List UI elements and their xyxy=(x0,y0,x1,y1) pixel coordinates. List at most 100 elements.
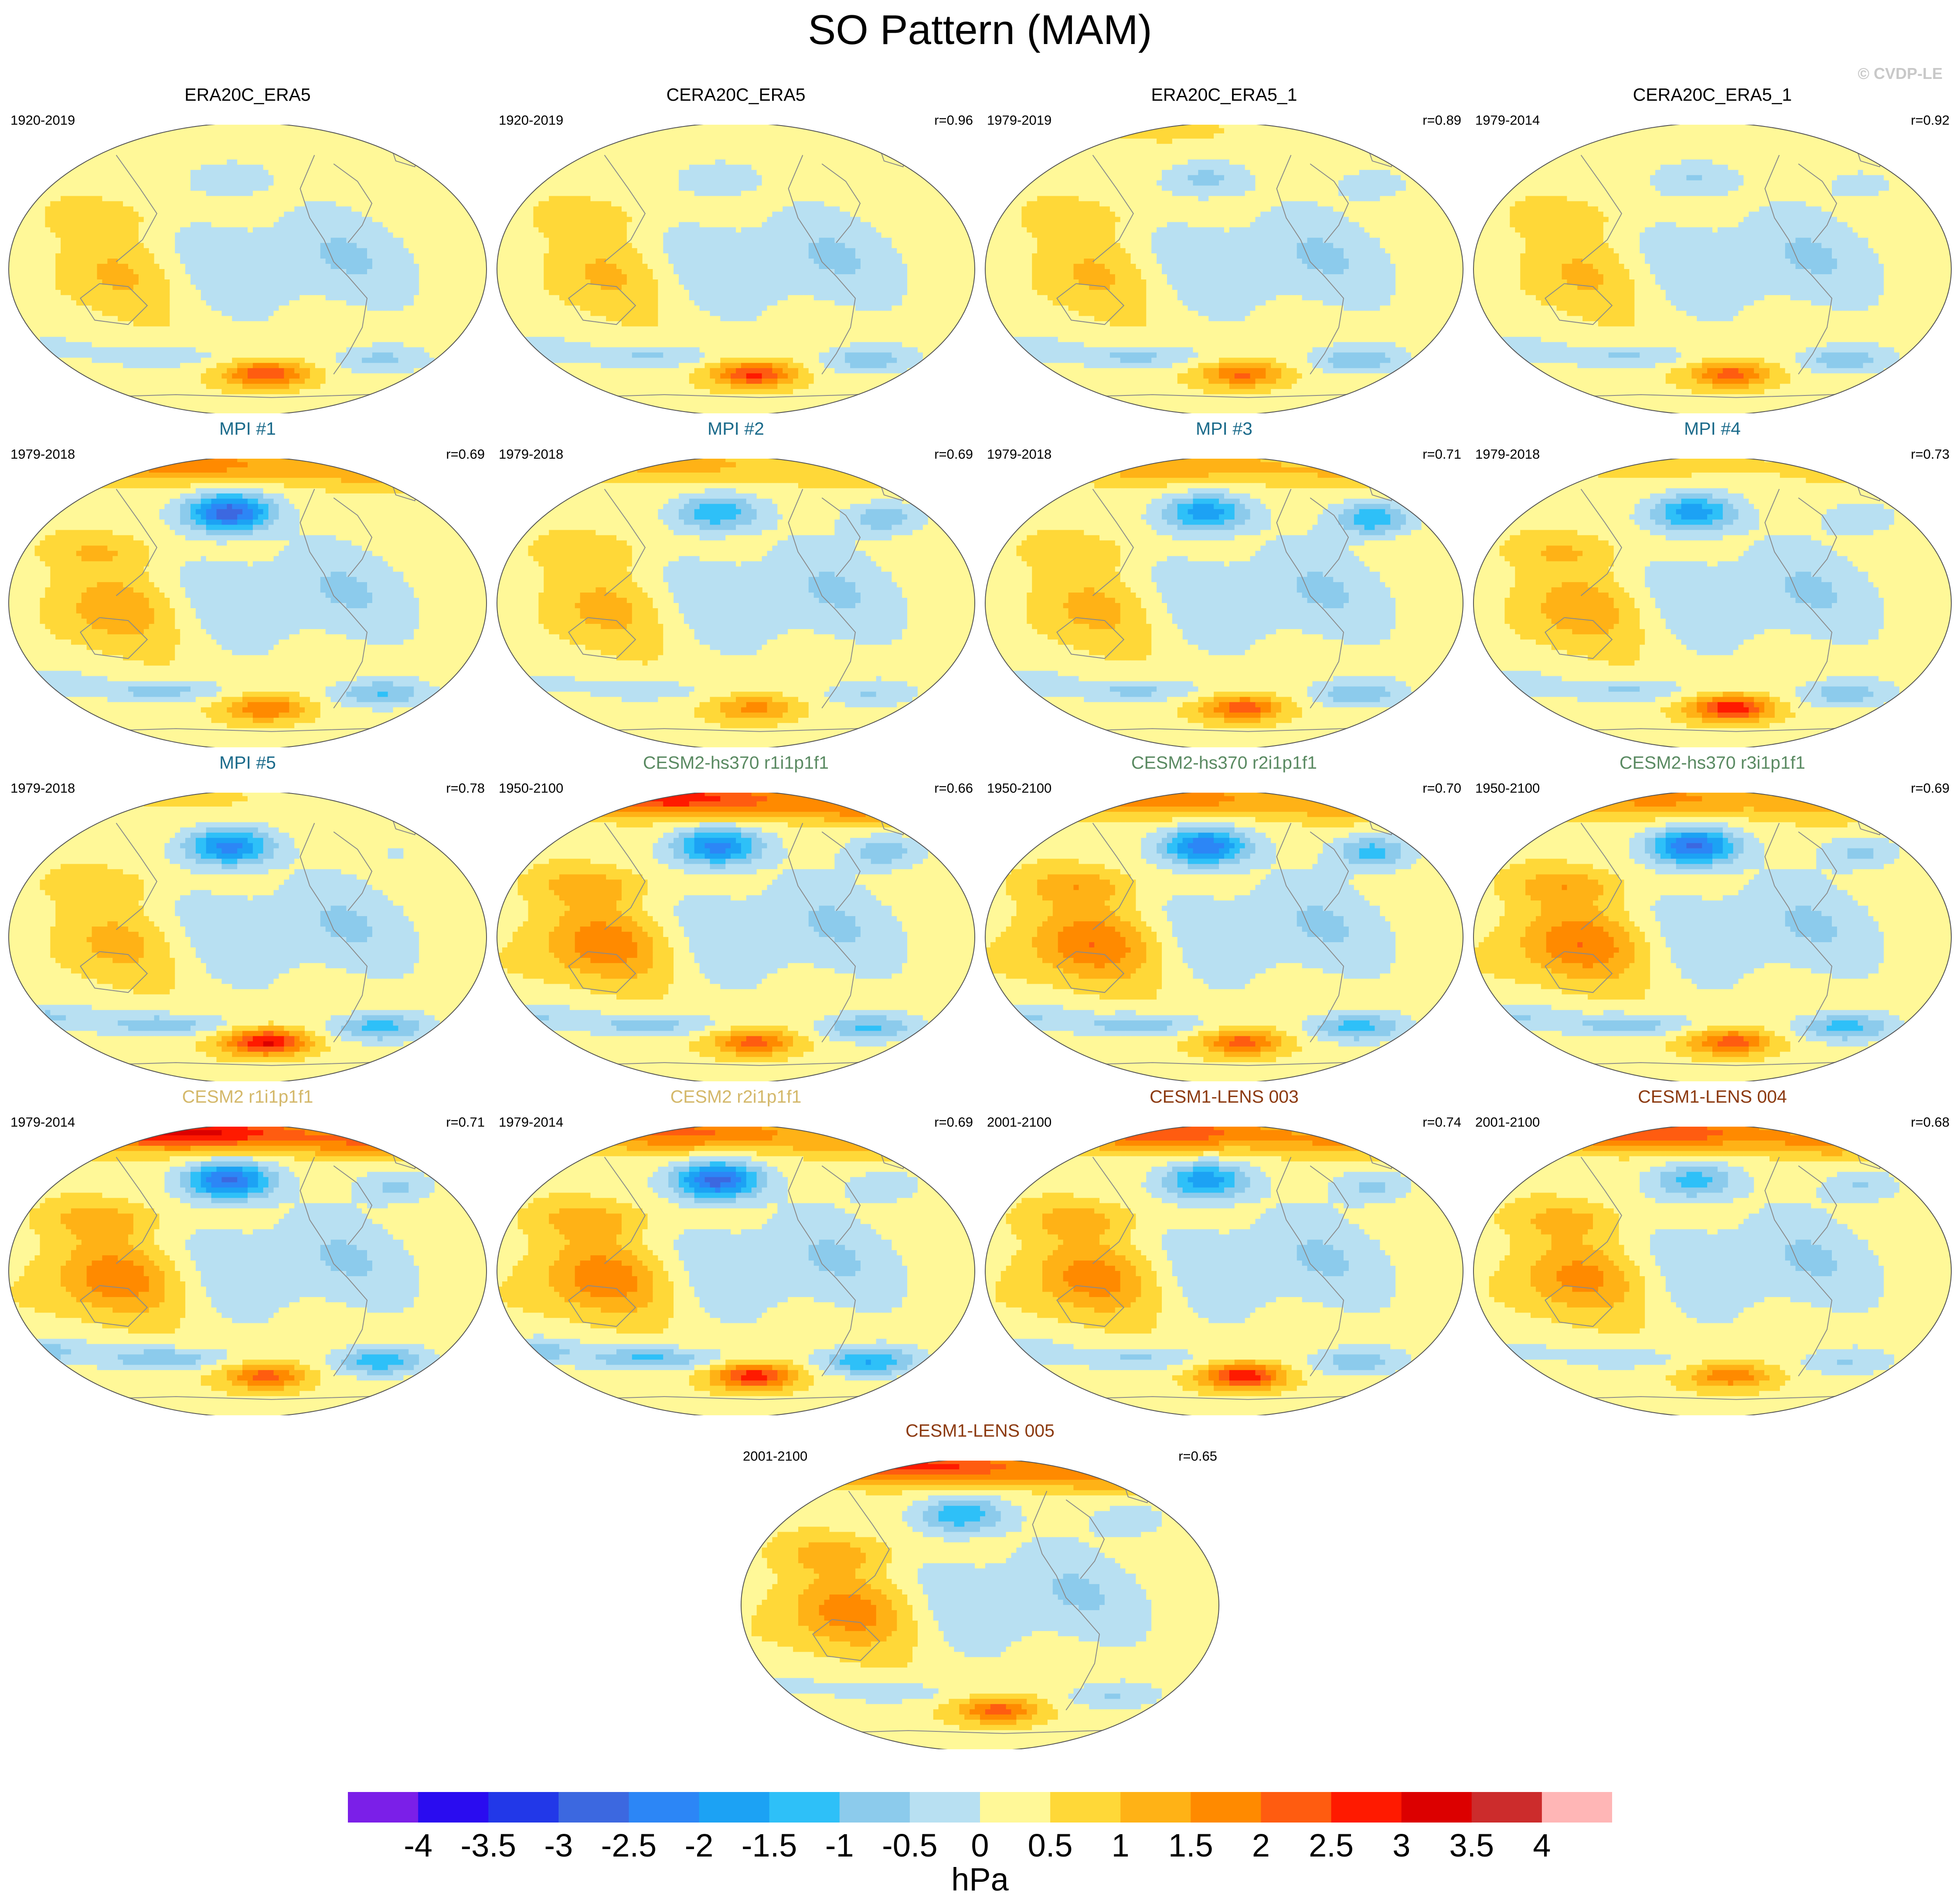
anomaly-field xyxy=(985,793,1463,1081)
map-panel: MPI #4 1979-2018 r=0.73 xyxy=(1468,416,1957,747)
panel-title: MPI #1 xyxy=(3,419,492,439)
colorbar-tick-label: -2.5 xyxy=(601,1827,657,1864)
anomaly-field xyxy=(1473,125,1952,413)
anomaly-field xyxy=(9,793,487,1081)
map-panel: CESM2-hs370 r1i1p1f1 1950-2100 r=0.66 xyxy=(492,750,980,1081)
panel-title: CESM2 r2i1p1f1 xyxy=(492,1087,980,1107)
colorbar-swatch xyxy=(1120,1792,1191,1823)
panel-title: CESM2 r1i1p1f1 xyxy=(3,1087,492,1107)
colorbar-tick-label: -3.5 xyxy=(460,1827,516,1864)
panel-title: MPI #3 xyxy=(980,419,1468,439)
anomaly-field xyxy=(1473,793,1952,1081)
anomaly-field xyxy=(741,1461,1219,1749)
colorbar-tick-label: 2.5 xyxy=(1309,1827,1354,1864)
colorbar-tick-label: 2 xyxy=(1252,1827,1270,1864)
map-plot xyxy=(492,1127,980,1415)
map-plot xyxy=(980,793,1468,1081)
map-panel: CESM2 r2i1p1f1 1979-2014 r=0.69 xyxy=(492,1084,980,1415)
colorbar-swatch xyxy=(1542,1792,1612,1823)
map-plot xyxy=(492,459,980,747)
map-plot xyxy=(1468,1127,1957,1415)
anomaly-field xyxy=(1473,459,1952,747)
colorbar-swatch xyxy=(488,1792,559,1823)
panel-title: MPI #2 xyxy=(492,419,980,439)
anomaly-field xyxy=(497,1127,975,1415)
colorbar-swatch xyxy=(699,1792,770,1823)
colorbar-tick-label: -1.5 xyxy=(742,1827,797,1864)
colorbar-swatch xyxy=(1261,1792,1331,1823)
map-panel: CERA20C_ERA5_1 1979-2014 r=0.92 xyxy=(1468,82,1957,413)
colorbar-swatch xyxy=(980,1792,1051,1823)
map-panel: MPI #5 1979-2018 r=0.78 xyxy=(3,750,492,1081)
map-panel: CERA20C_ERA5 1920-2019 r=0.96 xyxy=(492,82,980,413)
map-plot xyxy=(3,1127,492,1415)
map-panel: MPI #2 1979-2018 r=0.69 xyxy=(492,416,980,747)
colorbar xyxy=(348,1792,1612,1823)
map-panel: CESM2 r1i1p1f1 1979-2014 r=0.71 xyxy=(3,1084,492,1415)
anomaly-field xyxy=(497,459,975,747)
map-panel: MPI #1 1979-2018 r=0.69 xyxy=(3,416,492,747)
colorbar-tick-label: -2 xyxy=(685,1827,714,1864)
panel-title: MPI #4 xyxy=(1468,419,1957,439)
panel-title: CESM2-hs370 r2i1p1f1 xyxy=(980,753,1468,773)
map-plot xyxy=(492,125,980,413)
colorbar-tick-label: 1.5 xyxy=(1168,1827,1213,1864)
anomaly-field xyxy=(985,125,1463,413)
panel-title: CERA20C_ERA5_1 xyxy=(1468,85,1957,105)
panel-title: CERA20C_ERA5 xyxy=(492,85,980,105)
colorbar-swatch xyxy=(558,1792,629,1823)
colorbar-swatch xyxy=(769,1792,840,1823)
map-plot xyxy=(3,125,492,413)
map-panel: CESM2-hs370 r3i1p1f1 1950-2100 r=0.69 xyxy=(1468,750,1957,1081)
colorbar-swatch xyxy=(418,1792,489,1823)
panel-title: CESM1-LENS 003 xyxy=(980,1087,1468,1107)
map-plot xyxy=(3,459,492,747)
map-plot xyxy=(3,793,492,1081)
colorbar-unit: hPa xyxy=(0,1861,1960,1898)
map-plot xyxy=(980,459,1468,747)
map-panel: CESM1-LENS 003 2001-2100 r=0.74 xyxy=(980,1084,1468,1415)
colorbar-tick-label: -3 xyxy=(544,1827,573,1864)
colorbar-tick-label: 4 xyxy=(1533,1827,1551,1864)
anomaly-field xyxy=(497,793,975,1081)
map-panel: ERA20C_ERA5 1920-2019 xyxy=(3,82,492,413)
map-plot xyxy=(1468,459,1957,747)
page-title: SO Pattern (MAM) xyxy=(0,6,1960,54)
colorbar-swatch xyxy=(1191,1792,1261,1823)
anomaly-field xyxy=(497,125,975,413)
colorbar-swatch xyxy=(1472,1792,1542,1823)
colorbar-tick-label: 3.5 xyxy=(1449,1827,1494,1864)
colorbar-swatch xyxy=(910,1792,980,1823)
colorbar-tick-label: -0.5 xyxy=(882,1827,938,1864)
colorbar-swatch xyxy=(1402,1792,1472,1823)
panel-title: CESM2-hs370 r3i1p1f1 xyxy=(1468,753,1957,773)
panel-title: ERA20C_ERA5_1 xyxy=(980,85,1468,105)
map-plot xyxy=(980,125,1468,413)
anomaly-field xyxy=(985,1127,1463,1415)
anomaly-field xyxy=(1473,1127,1952,1415)
colorbar-tick-label: -4 xyxy=(404,1827,432,1864)
anomaly-field xyxy=(985,459,1463,747)
colorbar-swatch xyxy=(840,1792,910,1823)
map-panel: CESM2-hs370 r2i1p1f1 1950-2100 r=0.70 xyxy=(980,750,1468,1081)
panel-title: CESM2-hs370 r1i1p1f1 xyxy=(492,753,980,773)
colorbar-tick-label: -1 xyxy=(825,1827,854,1864)
credit-label: © CVDP-LE xyxy=(1858,65,1943,83)
map-panel: ERA20C_ERA5_1 1979-2019 r=0.89 xyxy=(980,82,1468,413)
map-panel: CESM1-LENS 004 2001-2100 r=0.68 xyxy=(1468,1084,1957,1415)
map-plot xyxy=(1468,793,1957,1081)
panel-title: ERA20C_ERA5 xyxy=(3,85,492,105)
colorbar-swatch xyxy=(1331,1792,1402,1823)
map-plot xyxy=(736,1461,1224,1749)
map-plot xyxy=(980,1127,1468,1415)
colorbar-swatch xyxy=(629,1792,699,1823)
panel-title: CESM1-LENS 005 xyxy=(736,1421,1224,1441)
colorbar-tick-label: 0.5 xyxy=(1028,1827,1073,1864)
anomaly-field xyxy=(9,1127,487,1415)
colorbar-tick-label: 0 xyxy=(971,1827,989,1864)
colorbar-swatch xyxy=(348,1792,419,1823)
map-plot xyxy=(492,793,980,1081)
colorbar-tick-label: 1 xyxy=(1112,1827,1130,1864)
anomaly-field xyxy=(9,125,487,413)
colorbar-swatch xyxy=(1050,1792,1121,1823)
